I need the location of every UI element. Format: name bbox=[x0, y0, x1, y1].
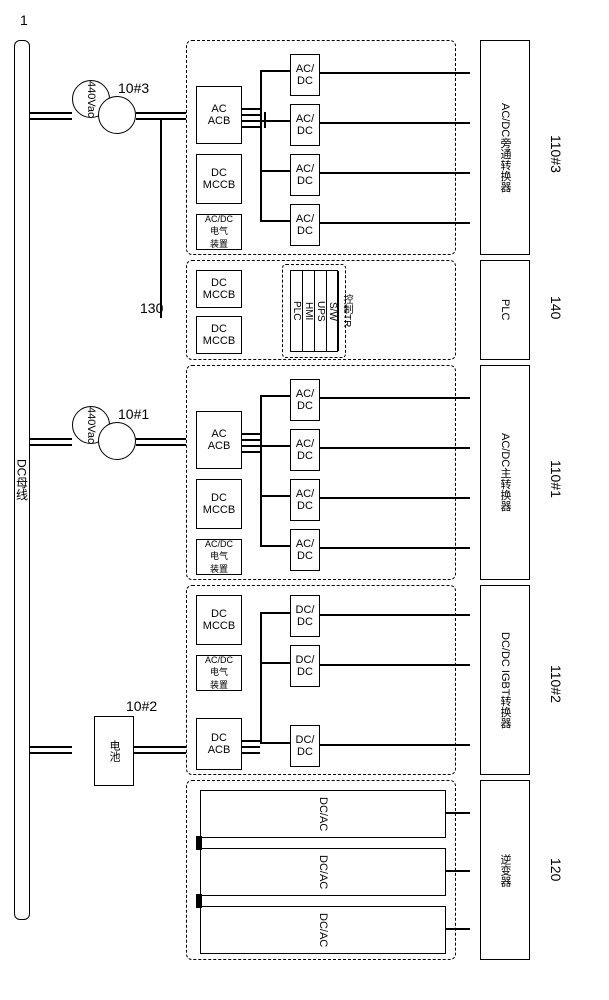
title-main: AC/DC主转换器 bbox=[480, 365, 530, 580]
igbt-acdc-elec: AC/DC 电气 装置 bbox=[196, 655, 242, 691]
title-plc: PLC bbox=[480, 260, 530, 360]
bypass-acdc-3: AC/ DC bbox=[290, 154, 320, 196]
gen3-voltage: 440Vac bbox=[85, 81, 97, 118]
bypass-ac-acb: AC ACB bbox=[196, 86, 242, 144]
main-ac-acb: AC ACB bbox=[196, 411, 242, 469]
plc-dc-mccb-2: DC MCCB bbox=[196, 316, 242, 354]
ref-main: 110#1 bbox=[548, 460, 564, 498]
dc-bus: DC母线 bbox=[14, 40, 30, 920]
battery-id: 10#2 bbox=[126, 698, 157, 714]
ref-bypass: 110#3 bbox=[548, 135, 564, 173]
ref-igbt: 110#2 bbox=[548, 665, 564, 703]
main-acdc-1: AC/ DC bbox=[290, 379, 320, 421]
main-acdc-elec: AC/DC 电气 装置 bbox=[196, 539, 242, 575]
plc-dc-mccb-1: DC MCCB bbox=[196, 270, 242, 308]
title-bypass: AC/DC旁通转换器 bbox=[480, 40, 530, 255]
inverter-dcac-3: DC/AC bbox=[200, 906, 446, 954]
igbt-dc-mccb: DC MCCB bbox=[196, 595, 242, 645]
gen1-id: 10#1 bbox=[118, 406, 149, 422]
bypass-acdc-4: AC/ DC bbox=[290, 204, 320, 246]
title-inverter: 逆变器 bbox=[480, 780, 530, 960]
bypass-acdc-elec: AC/DC 电气 装置 bbox=[196, 214, 242, 250]
battery-box: 电池 bbox=[94, 716, 134, 786]
main-acdc-4: AC/ DC bbox=[290, 529, 320, 571]
gen1-voltage: 440Vac bbox=[85, 407, 97, 444]
ref-plc: 140 bbox=[548, 296, 564, 319]
ref-130: 130 bbox=[140, 300, 163, 316]
plc-stack-dash bbox=[282, 264, 346, 358]
gen1-circle-b bbox=[98, 422, 136, 460]
bypass-acdc-2: AC/ DC bbox=[290, 104, 320, 146]
dc-bus-ref: 1 bbox=[20, 12, 28, 28]
main-acdc-3: AC/ DC bbox=[290, 479, 320, 521]
bypass-dc-mccb: DC MCCB bbox=[196, 154, 242, 204]
bypass-acdc-1: AC/ DC bbox=[290, 54, 320, 96]
gen3-circle-b bbox=[98, 96, 136, 134]
main-dc-mccb: DC MCCB bbox=[196, 479, 242, 529]
igbt-dcdc-1: DC/ DC bbox=[290, 595, 320, 637]
battery-label: 电池 bbox=[106, 740, 122, 762]
igbt-dcdc-3: DC/ DC bbox=[290, 725, 320, 767]
igbt-dcdc-2: DC/ DC bbox=[290, 645, 320, 687]
ref-inverter: 120 bbox=[548, 858, 564, 881]
gen3-id: 10#3 bbox=[118, 80, 149, 96]
igbt-dc-acb: DC ACB bbox=[196, 718, 242, 770]
main-acdc-2: AC/ DC bbox=[290, 429, 320, 471]
inverter-dcac-1: DC/AC bbox=[200, 790, 446, 838]
title-igbt: DC/DC IGBT转换器 bbox=[480, 585, 530, 775]
inverter-dcac-2: DC/AC bbox=[200, 848, 446, 896]
dc-bus-label: DC母线 bbox=[14, 459, 31, 500]
